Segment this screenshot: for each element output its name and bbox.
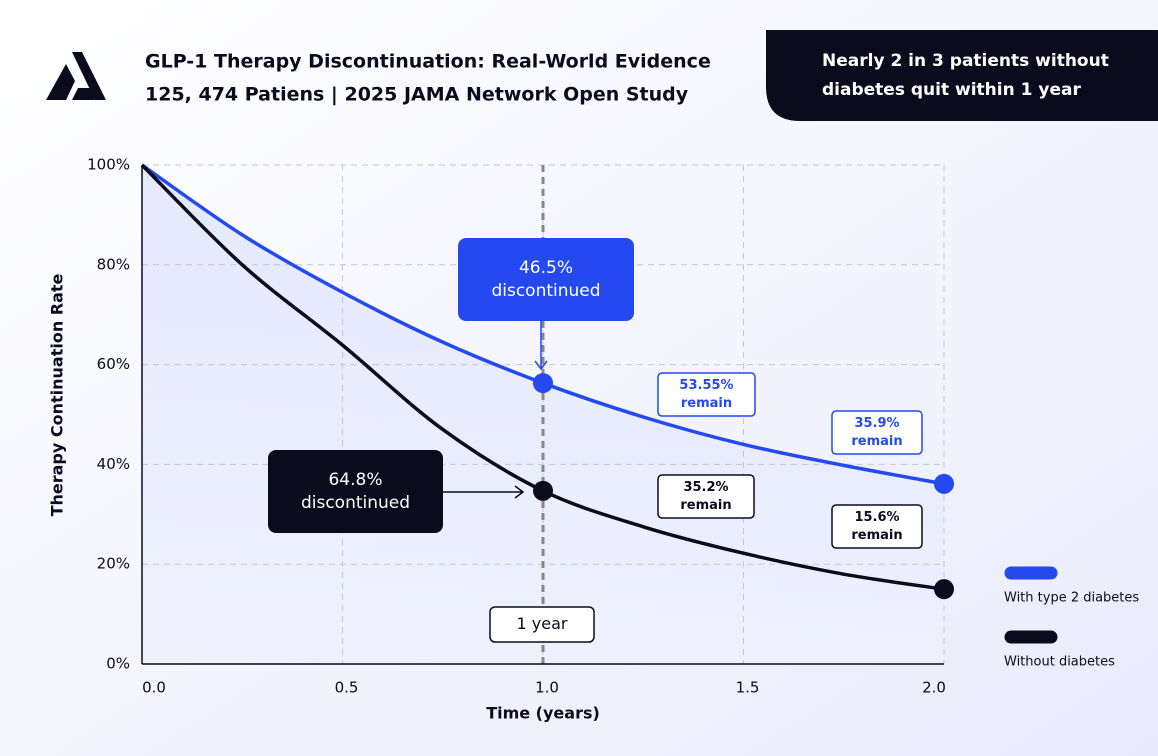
annotation-box	[489, 606, 595, 643]
x-tick-label: 0.5	[335, 679, 359, 697]
x-tick-label: 1.0	[535, 679, 559, 697]
annotation-box	[268, 450, 443, 533]
logo	[46, 52, 106, 100]
annotation-text: 46.5%	[519, 258, 573, 278]
arrow	[534, 321, 548, 371]
annotation-text: 64.8%	[328, 470, 382, 490]
y-tick-label: 20%	[97, 555, 130, 573]
point	[533, 373, 553, 394]
title: GLP-1 Therapy Discontinuation: Real-Worl…	[145, 51, 711, 73]
annotation-box	[458, 238, 634, 321]
x-tick-label: 0.0	[142, 679, 166, 697]
x-axis-label: Time (years)	[486, 704, 600, 723]
x-tick-label: 2.0	[922, 679, 946, 697]
annotation-text: 1 year	[517, 614, 568, 633]
annotation: 46.5% discontinued	[458, 238, 634, 321]
annotation-text: remain	[851, 434, 902, 449]
annotation-text: discontinued	[301, 493, 410, 513]
annotation-text: remain	[851, 528, 902, 543]
banner-text: diabetes quit within 1 year	[822, 80, 1081, 100]
y-tick-label: 60%	[97, 355, 130, 373]
subtitle: 125, 474 Patiens | 2025 JAMA Network Ope…	[145, 84, 689, 106]
y-axis-label: Therapy Continuation Rate	[48, 273, 67, 516]
legend-label: With type 2 diabetes	[1004, 591, 1139, 606]
legend-label: Without diabetes	[1004, 655, 1115, 670]
annotation: 35.2% remain	[657, 474, 755, 519]
y-tick-label: 40%	[97, 455, 130, 473]
banner-text: Nearly 2 in 3 patients without	[822, 51, 1109, 71]
annotation-box	[831, 410, 923, 455]
annotation-box	[831, 504, 923, 549]
annotation-box	[657, 474, 755, 519]
x-tick-label: 1.5	[736, 679, 760, 697]
banner	[766, 30, 1158, 121]
annotation-text: 53.55%	[679, 378, 733, 393]
annotation-text: 15.6%	[854, 510, 899, 525]
annotation-box	[657, 372, 756, 417]
annotation-text: remain	[680, 498, 731, 513]
arrow	[443, 485, 525, 499]
annotation: 1 year	[489, 606, 595, 643]
y-tick-label: 100%	[87, 156, 130, 174]
annotation: 53.55% remain	[657, 372, 756, 417]
annotation: 15.6% remain	[831, 504, 923, 549]
annotation-text: 35.9%	[854, 416, 899, 431]
y-tick-label: 80%	[97, 255, 130, 273]
y-tick-label: 0%	[106, 655, 130, 673]
point	[934, 579, 954, 600]
point	[934, 473, 954, 494]
annotation-text: remain	[681, 396, 732, 411]
annotation: 35.9% remain	[831, 410, 923, 455]
point	[533, 480, 553, 501]
annotation-text: discontinued	[491, 281, 600, 301]
annotation-text: 35.2%	[683, 480, 728, 495]
annotation: 64.8% discontinued	[268, 450, 443, 533]
